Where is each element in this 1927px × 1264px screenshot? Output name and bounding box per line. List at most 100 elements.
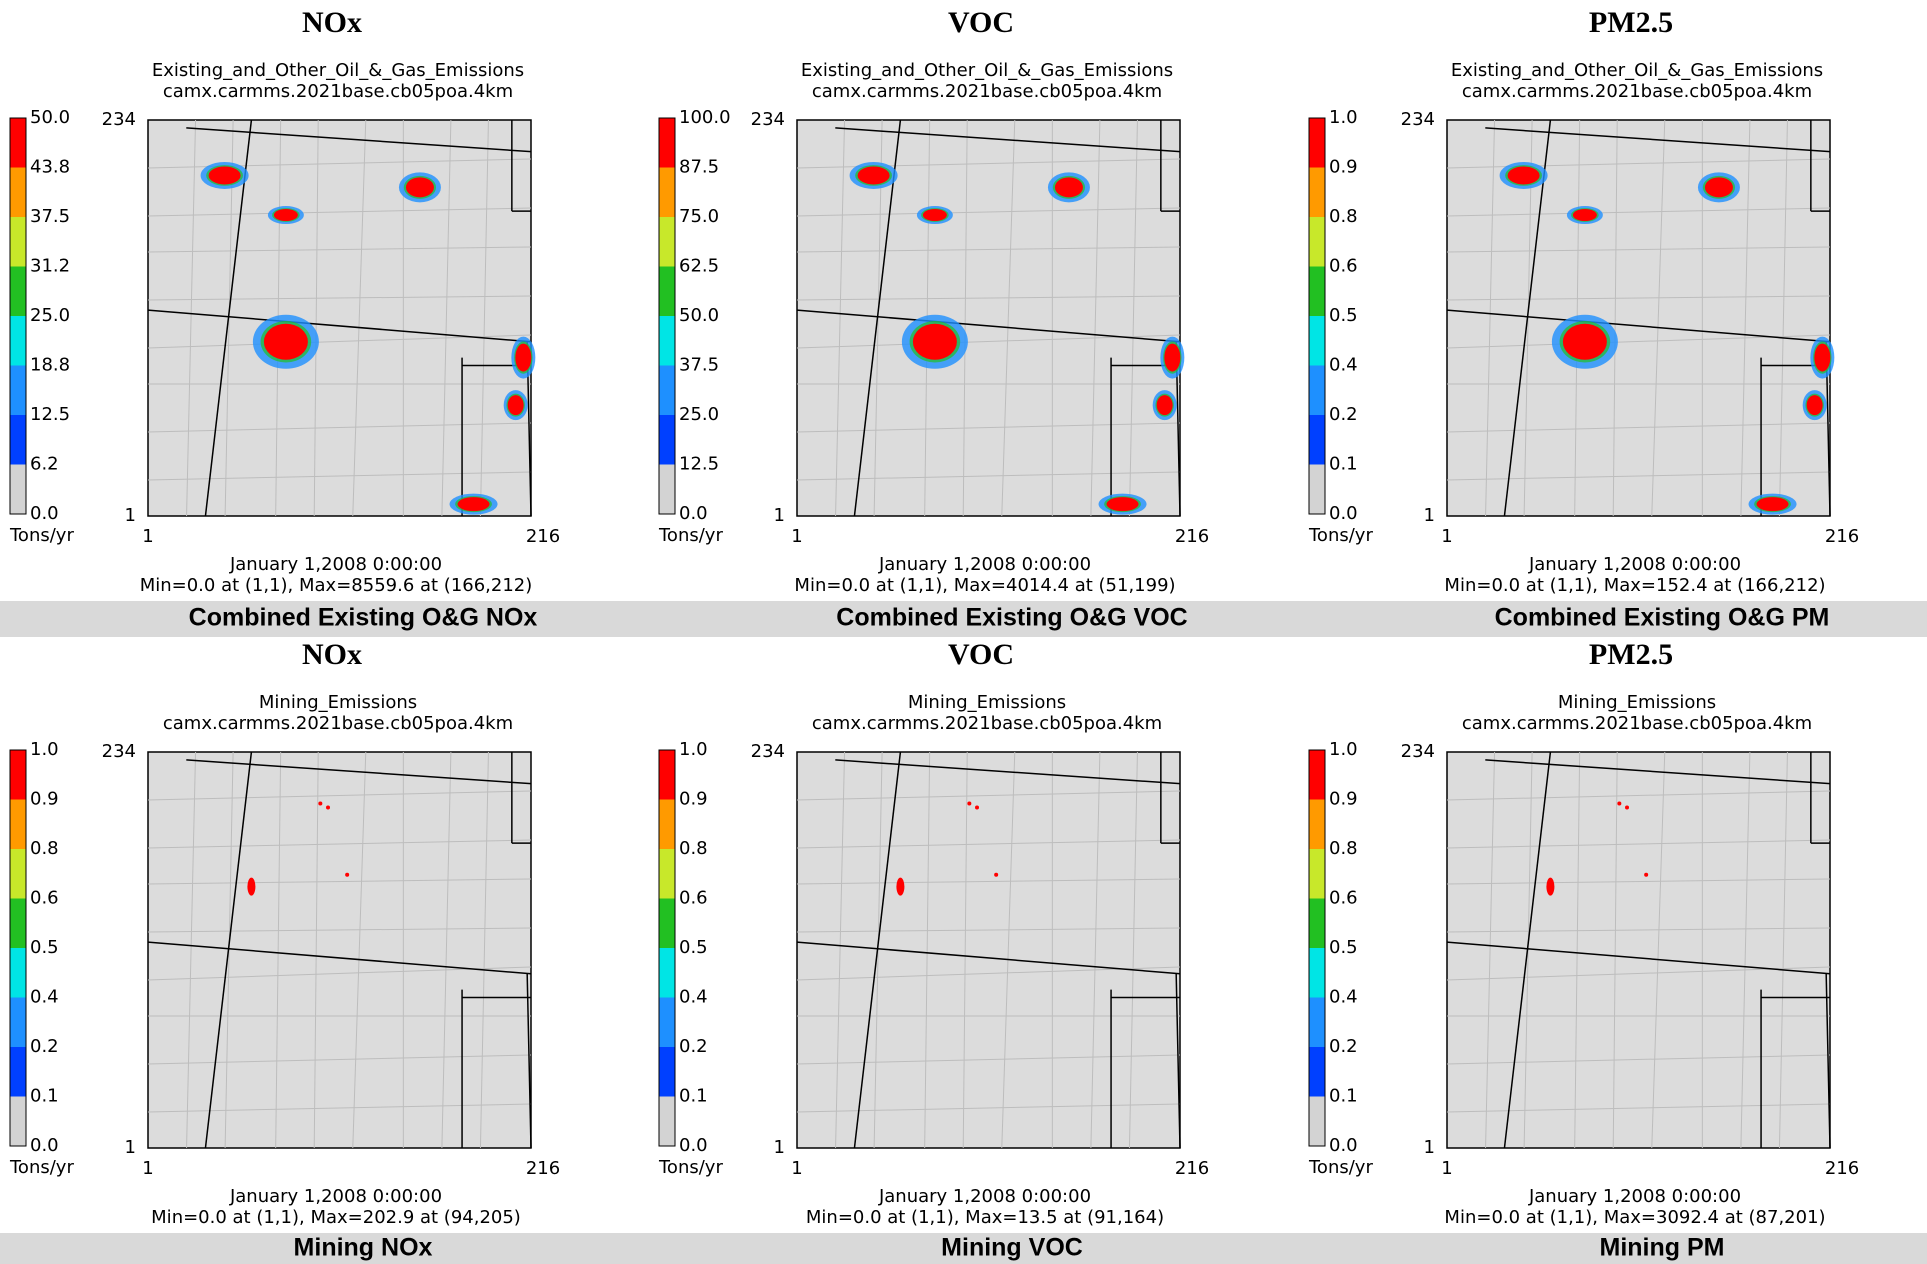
county-line xyxy=(313,119,319,517)
colorbar-label: 1.0 xyxy=(1329,739,1358,760)
emission-hotspot xyxy=(405,177,434,198)
county-line xyxy=(1090,751,1101,1149)
state-border xyxy=(526,973,532,1149)
state-border xyxy=(1825,973,1831,1149)
colorbar-label: 18.8 xyxy=(30,355,70,376)
panel-subtitle: Existing_and_Other_Oil_&_Gas_Emissions xyxy=(1451,60,1823,81)
county-line xyxy=(147,839,532,849)
emission-hotspot xyxy=(1054,177,1083,198)
colorbar-frame xyxy=(658,117,676,515)
colorbar-segment xyxy=(659,118,675,168)
x-axis-label: 1 xyxy=(791,526,802,547)
state-border xyxy=(147,941,532,975)
county-line xyxy=(1446,246,1831,253)
colorbar-unit: Tons/yr xyxy=(658,525,723,546)
county-line xyxy=(186,119,197,517)
colorbar-label: 0.2 xyxy=(1329,1036,1358,1057)
colorbar-unit: Tons/yr xyxy=(9,1157,74,1178)
colorbar-segment xyxy=(10,799,26,849)
colorbar-segment xyxy=(1309,799,1325,849)
x-axis-label: 216 xyxy=(1175,1158,1209,1179)
county-line xyxy=(1574,751,1581,1149)
state-border xyxy=(1446,309,1831,343)
colorbar-segment xyxy=(659,464,675,514)
colorbar-frame xyxy=(1308,117,1326,515)
emission-hotspot xyxy=(507,395,524,416)
colorbar-segment xyxy=(659,997,675,1047)
emission-hotspot xyxy=(345,872,350,877)
state-border xyxy=(1503,119,1552,517)
emission-hotspot xyxy=(1156,395,1173,416)
colorbar-segment xyxy=(1309,167,1325,217)
colorbar-segment xyxy=(1309,849,1325,899)
county-line xyxy=(147,207,532,217)
colorbar-segment xyxy=(1309,266,1325,316)
colorbar-frame xyxy=(658,749,676,1147)
emission-hotspot xyxy=(326,805,331,810)
date-label: January 1,2008 0:00:00 xyxy=(229,554,442,575)
emission-hotspot xyxy=(247,877,256,896)
colorbar-segment xyxy=(10,464,26,514)
colorbar-segment xyxy=(659,167,675,217)
colorbar-label: 12.5 xyxy=(30,404,70,425)
county-line xyxy=(1778,751,1788,1149)
county-line xyxy=(796,246,1181,253)
x-axis-label: 1 xyxy=(142,526,153,547)
county-line xyxy=(147,878,532,885)
colorbar-segment xyxy=(10,849,26,899)
panel-subtitle: camx.carmms.2021base.cb05poa.4km xyxy=(163,81,513,102)
emission-hotspot xyxy=(1625,805,1630,810)
emission-hotspot xyxy=(922,209,947,222)
y-axis-label: 234 xyxy=(102,741,136,762)
county-line xyxy=(1446,295,1831,301)
panel-title: NOx xyxy=(302,638,362,671)
colorbar-label: 37.5 xyxy=(679,355,719,376)
county-line xyxy=(1446,422,1831,433)
map-area xyxy=(796,751,1181,1149)
x-axis-label: 1 xyxy=(142,1158,153,1179)
county-line xyxy=(1128,119,1138,517)
x-axis-label: 216 xyxy=(526,1158,560,1179)
colorbar-frame xyxy=(9,117,27,515)
colorbar-segment xyxy=(1309,898,1325,948)
y-axis-label: 234 xyxy=(102,109,136,130)
county-line xyxy=(1485,751,1496,1149)
emission-hotspot xyxy=(912,323,957,360)
colorbar-segment xyxy=(10,898,26,948)
county-line xyxy=(352,119,367,517)
county-line xyxy=(962,119,968,517)
county-line xyxy=(796,839,1181,849)
panel-caption: Mining NOx xyxy=(294,1234,433,1262)
colorbar-label: 0.1 xyxy=(1329,1086,1358,1107)
x-axis-label: 216 xyxy=(1825,1158,1859,1179)
panel-subtitle: Existing_and_Other_Oil_&_Gas_Emissions xyxy=(152,60,524,81)
colorbar-label: 75.0 xyxy=(679,206,719,227)
county-line xyxy=(147,471,532,481)
colorbar-segment xyxy=(659,849,675,899)
county-line xyxy=(796,1054,1181,1065)
county-line xyxy=(796,878,1181,885)
state-border xyxy=(796,309,1181,343)
state-border xyxy=(186,127,532,153)
colorbar-unit: Tons/yr xyxy=(9,525,74,546)
county-line xyxy=(796,295,1181,301)
colorbar-segment xyxy=(1309,997,1325,1047)
panel-subtitle: camx.carmms.2021base.cb05poa.4km xyxy=(812,81,1162,102)
stats-label: Min=0.0 at (1,1), Max=3092.4 at (87,201) xyxy=(1444,1207,1825,1228)
emission-hotspot xyxy=(1704,177,1733,198)
county-line xyxy=(1446,839,1831,849)
county-line xyxy=(1446,207,1831,217)
panel-caption: Mining VOC xyxy=(941,1234,1083,1262)
colorbar-label: 0.4 xyxy=(1329,355,1358,376)
emission-hotspot xyxy=(263,323,308,360)
colorbar-unit: Tons/yr xyxy=(1308,1157,1373,1178)
panel-title: NOx xyxy=(302,6,362,39)
y-axis-label: 234 xyxy=(1401,109,1435,130)
emission-hotspot xyxy=(1617,801,1622,806)
colorbar-segment xyxy=(659,415,675,465)
colorbar-segment xyxy=(1309,1096,1325,1146)
panel-subtitle: Mining_Emissions xyxy=(908,692,1066,713)
panel-subtitle: camx.carmms.2021base.cb05poa.4km xyxy=(1462,713,1812,734)
emission-hotspot xyxy=(273,209,298,222)
